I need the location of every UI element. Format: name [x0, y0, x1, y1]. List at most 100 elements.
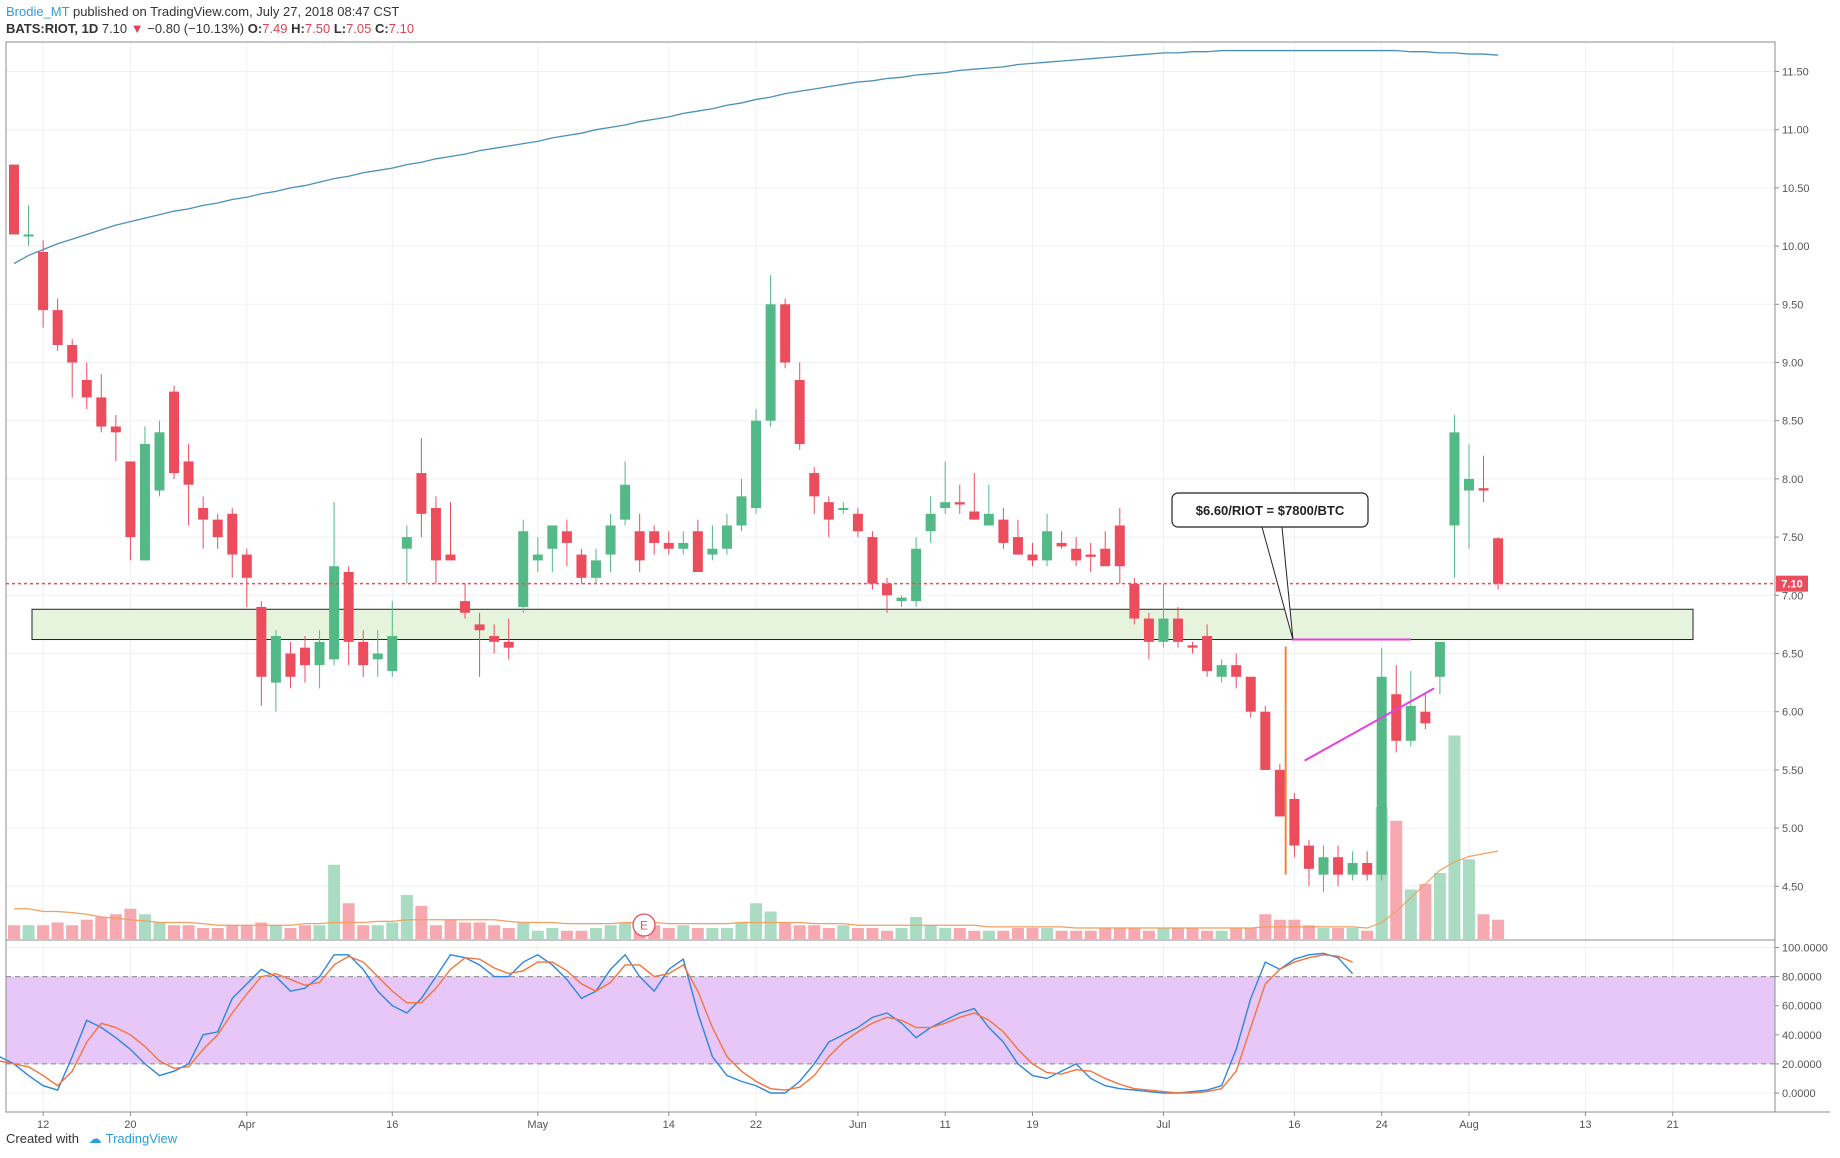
volume-bar: [328, 864, 341, 939]
stoch-band: [6, 976, 1775, 1064]
volume-bar: [357, 925, 370, 939]
volume-bar: [444, 919, 457, 939]
candle-body: [634, 531, 645, 561]
time-tick-label: 12: [37, 1119, 49, 1131]
candle-body: [1405, 705, 1416, 741]
high-value: 7.50: [304, 21, 331, 36]
volume-bar: [37, 925, 50, 939]
time-tick-label: 14: [663, 1119, 675, 1131]
callout-box[interactable]: [1171, 492, 1369, 528]
candle-body: [1333, 857, 1344, 875]
candle-body: [227, 513, 238, 555]
stoch-axis[interactable]: 100.0000 80.0000 60.0000 40.0000 20.0000 0.00…: [1775, 943, 1828, 1101]
time-tick-label: 19: [1026, 1119, 1038, 1131]
volume-bar: [866, 928, 879, 939]
volume-bar: [982, 930, 995, 939]
candle-body: [1289, 799, 1300, 846]
time-tick-label: 13: [1579, 1119, 1591, 1131]
volume-bar: [881, 930, 893, 939]
volume-bar: [662, 928, 675, 939]
earnings-icon[interactable]: [632, 913, 656, 937]
volume-bar: [750, 903, 763, 939]
candle-body: [925, 513, 936, 532]
volume-bar: [51, 922, 64, 939]
last-price-badge-text: 7.10: [1781, 579, 1802, 591]
volume-bar: [502, 928, 515, 939]
earnings-marker[interactable]: E: [632, 913, 656, 937]
volume-bar: [1346, 928, 1359, 939]
candle-body: [1260, 711, 1271, 770]
candle-body: [896, 597, 907, 602]
candle-body: [1143, 618, 1154, 642]
drawings[interactable]: [1284, 638, 1435, 875]
volume-bar: [66, 925, 79, 939]
candle-body: [852, 513, 863, 532]
volume-bar: [429, 925, 442, 939]
candle-body: [401, 537, 412, 549]
volume-bar: [1230, 928, 1243, 939]
volume-bar: [837, 925, 850, 939]
candle-body: [343, 572, 354, 642]
candle-body: [547, 525, 558, 549]
candle-body: [445, 554, 456, 561]
publish-text: published on TradingView.com, July 27, 2…: [72, 4, 400, 19]
price-callout[interactable]: $6.60/RIOT = $7800/BTC: [1171, 492, 1369, 640]
stoch-k-line: [0, 952, 1354, 1094]
candle-body: [649, 531, 660, 543]
volume-bar: [459, 922, 472, 939]
candle-body: [663, 542, 674, 549]
volume-bar: [124, 908, 137, 939]
candle-body: [285, 653, 296, 677]
high-label: H:: [291, 21, 305, 36]
close-value: 7.10: [388, 21, 415, 36]
trend-line: [1304, 687, 1435, 762]
candle-body: [52, 310, 63, 346]
time-tick-label: 20: [124, 1119, 136, 1131]
volume-bar: [1332, 928, 1345, 939]
time-tick-label: Jul: [1156, 1119, 1170, 1131]
volume-bar: [677, 925, 690, 939]
volume-bar: [80, 919, 93, 939]
candle-body: [838, 508, 849, 510]
price-tick-label: 8.50: [1782, 416, 1803, 428]
volume-bar: [720, 928, 733, 939]
volume-bar: [1011, 928, 1024, 939]
volume-bar: [517, 922, 530, 939]
candle-body: [518, 531, 529, 607]
support-zone[interactable]: [31, 608, 1694, 641]
callout-text: $6.60/RIOT = $7800/BTC: [1196, 503, 1345, 518]
candle-body: [110, 426, 121, 433]
volume-bar: [939, 928, 952, 939]
candle-body: [1085, 554, 1096, 557]
candles[interactable]: [9, 164, 1504, 893]
candle-body: [503, 641, 514, 648]
candle-body: [387, 636, 398, 671]
time-axis[interactable]: 12 20 Apr 16 May 14 22 Jun 11 19 Jul 16 24 Aug 13 21: [37, 1112, 1679, 1131]
price-tick-label: 8.00: [1782, 474, 1803, 486]
stoch-tick-label: 80.0000: [1782, 972, 1822, 984]
volume-bar: [255, 922, 268, 939]
price-axis[interactable]: 11.50 11.00 10.50 10.00 9.50 9.00 8.50 8.00 7.50…: [1775, 67, 1810, 894]
tradingview-link[interactable]: TradingView: [105, 1131, 178, 1146]
price-tick-label: 6.00: [1782, 707, 1803, 719]
volume-bar: [793, 925, 806, 939]
volume-bar: [400, 895, 413, 939]
publish-info: Brodie_MT published on TradingView.com, …: [6, 4, 399, 20]
author-link[interactable]: Brodie_MT: [6, 4, 70, 19]
price-tick-label: 10.00: [1782, 241, 1810, 253]
volume-bar: [371, 925, 384, 939]
tradingview-logo-icon[interactable]: ☁: [88, 1131, 102, 1146]
candle-body: [1114, 525, 1125, 567]
volume-bar: [1055, 930, 1068, 939]
volume-bar: [1317, 928, 1330, 939]
candle-body: [751, 420, 762, 508]
volume-bar: [1492, 919, 1505, 939]
last-price-badge-box: [1776, 575, 1808, 592]
volume-bar: [138, 914, 151, 939]
volume-bar: [299, 925, 311, 939]
volume-bar: [95, 917, 108, 939]
candle-body: [809, 473, 820, 497]
volume-bar: [808, 925, 821, 939]
time-tick-label: May: [527, 1119, 548, 1131]
